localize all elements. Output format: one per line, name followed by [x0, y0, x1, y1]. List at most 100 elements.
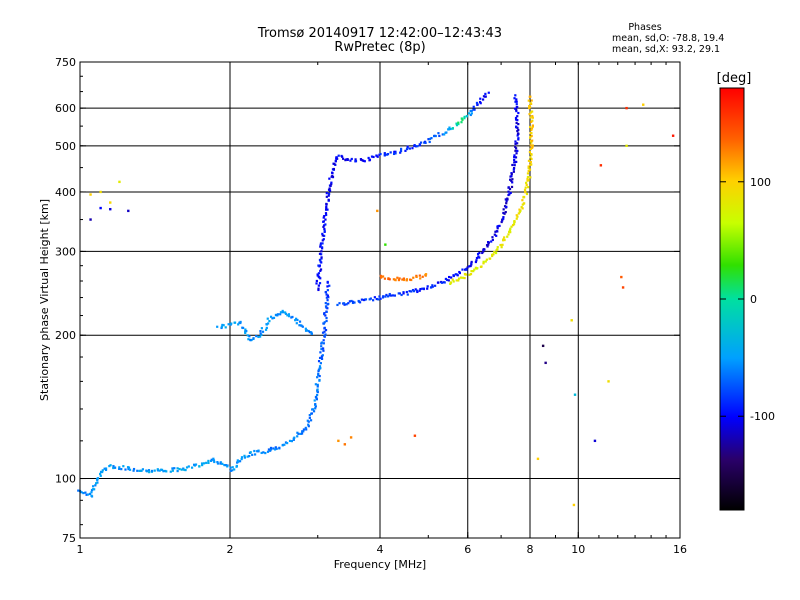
- y-tick-label: 400: [55, 186, 76, 199]
- data-point: [419, 141, 423, 144]
- data-point: [523, 188, 527, 191]
- data-point: [504, 211, 507, 214]
- data-point: [239, 321, 242, 325]
- data-point: [96, 481, 99, 484]
- data-point: [529, 176, 532, 179]
- data-point: [156, 468, 159, 471]
- data-point: [384, 243, 387, 246]
- data-point: [233, 321, 236, 324]
- data-point: [281, 311, 285, 314]
- data-point: [515, 217, 518, 220]
- data-point: [99, 474, 102, 477]
- data-point: [320, 256, 323, 259]
- y-axis-ticks: 75 100 200 300 400 500 600 750: [55, 56, 680, 545]
- data-point: [460, 121, 463, 124]
- data-point: [510, 173, 513, 176]
- data-point: [470, 262, 473, 265]
- data-point: [287, 313, 290, 316]
- y-tick-label: 100: [55, 473, 76, 486]
- data-point: [132, 469, 135, 472]
- data-point: [518, 208, 521, 211]
- data-point: [334, 159, 337, 162]
- x-tick-label: 4: [377, 543, 384, 556]
- data-point: [513, 164, 516, 167]
- data-point: [216, 461, 219, 464]
- data-point: [515, 108, 518, 111]
- data-point: [406, 293, 409, 296]
- data-point: [482, 248, 485, 251]
- data-point: [347, 302, 350, 305]
- data-point: [428, 140, 431, 144]
- data-point: [281, 309, 284, 313]
- data-point: [529, 111, 533, 114]
- data-point: [517, 137, 520, 140]
- data-point: [446, 278, 449, 282]
- data-point: [491, 254, 494, 258]
- data-point: [496, 246, 499, 249]
- data-point: [530, 127, 534, 130]
- data-point: [247, 338, 250, 341]
- data-point: [511, 178, 514, 181]
- data-point: [292, 437, 295, 440]
- data-point: [424, 274, 427, 277]
- data-point: [401, 278, 404, 281]
- data-point: [298, 324, 301, 327]
- data-point: [528, 95, 531, 98]
- data-point: [402, 277, 405, 280]
- data-point: [319, 243, 322, 246]
- data-point: [461, 268, 464, 271]
- data-point: [463, 272, 467, 276]
- data-point: [515, 98, 518, 101]
- data-point: [478, 251, 481, 255]
- data-point: [252, 337, 255, 340]
- data-point: [412, 276, 415, 279]
- data-point: [223, 463, 226, 467]
- phases-o-stats: mean, sd,O: -78.8, 19.4: [612, 33, 725, 44]
- data-point: [388, 292, 391, 296]
- data-point: [443, 133, 446, 136]
- data-point: [472, 270, 475, 273]
- data-point: [325, 203, 328, 206]
- data-point: [243, 456, 246, 459]
- data-point: [406, 145, 409, 148]
- data-point: [185, 466, 189, 469]
- data-point: [514, 140, 517, 143]
- data-point: [266, 450, 270, 453]
- data-point: [370, 155, 374, 158]
- data-point: [219, 462, 222, 465]
- data-point: [511, 163, 514, 167]
- data-point: [414, 288, 417, 291]
- data-point: [475, 101, 479, 105]
- data-point: [530, 99, 533, 102]
- data-point: [426, 287, 429, 290]
- data-point: [525, 192, 529, 196]
- x-tick-label: 8: [527, 543, 534, 556]
- data-point: [480, 265, 483, 268]
- data-point: [620, 275, 623, 279]
- data-point: [484, 95, 487, 98]
- data-point: [398, 292, 401, 295]
- data-point: [455, 122, 458, 125]
- data-point: [91, 485, 95, 488]
- data-point: [325, 293, 328, 296]
- data-point: [158, 469, 161, 472]
- data-point: [260, 327, 263, 330]
- data-point: [314, 383, 317, 386]
- data-point: [494, 230, 497, 233]
- data-point: [284, 312, 288, 315]
- data-point: [325, 316, 328, 320]
- data-point: [413, 144, 416, 147]
- data-point: [318, 378, 321, 382]
- data-point: [286, 442, 289, 445]
- data-point: [464, 268, 467, 271]
- data-point: [240, 457, 243, 461]
- data-point: [487, 243, 490, 246]
- data-point: [194, 463, 198, 466]
- data-point: [509, 178, 512, 181]
- data-point: [431, 285, 434, 288]
- data-point: [350, 157, 353, 161]
- data-point: [473, 268, 476, 271]
- data-point: [99, 206, 102, 210]
- data-point: [607, 380, 610, 383]
- data-point: [529, 116, 532, 119]
